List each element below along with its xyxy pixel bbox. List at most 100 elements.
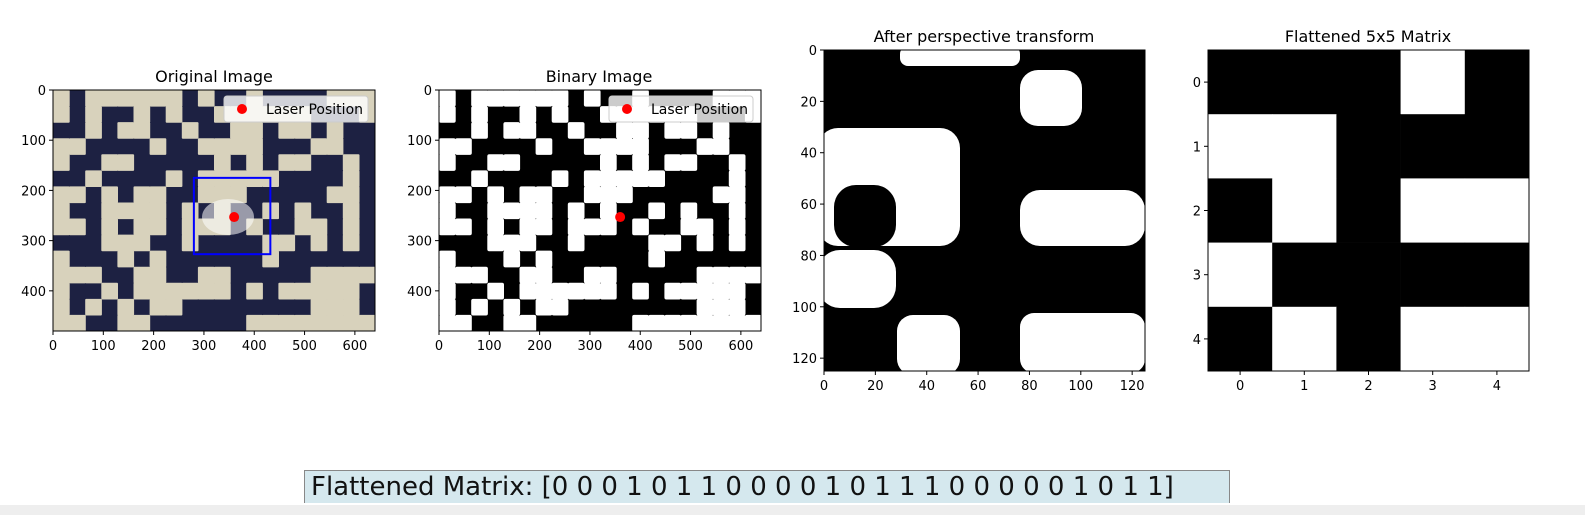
image-cell	[53, 154, 70, 171]
image-cell	[632, 138, 649, 155]
image-cell	[455, 186, 472, 204]
x-tick-label: 120	[1120, 379, 1145, 394]
image-cell	[551, 282, 569, 300]
image-cell	[583, 282, 601, 300]
y-tick-label: 0	[38, 84, 46, 99]
image-cell	[728, 170, 746, 187]
image-cell	[600, 186, 617, 204]
image-cell	[696, 138, 714, 155]
image-cell	[728, 202, 746, 220]
y-tick-label: 400	[21, 285, 46, 300]
image-cell	[503, 122, 521, 139]
blob-top-right	[1020, 70, 1082, 126]
perspective-transform-frame	[823, 49, 1146, 372]
image-cell	[487, 154, 504, 171]
image-cell	[117, 90, 135, 107]
image-cell	[310, 234, 328, 252]
image-cell	[165, 170, 183, 187]
image-cell	[680, 314, 698, 331]
y-tick-label: 100	[407, 134, 432, 149]
image-cell	[632, 170, 649, 187]
image-cell	[471, 90, 488, 107]
image-cell	[342, 282, 360, 300]
image-cell	[487, 202, 504, 220]
image-cell	[326, 314, 344, 331]
x-tick-label: 100	[477, 339, 502, 354]
y-tick-label: 1	[1193, 140, 1201, 155]
image-cell	[342, 154, 360, 171]
image-cell	[149, 282, 167, 300]
x-tick-label: 600	[342, 339, 367, 354]
legend-label: Laser Position	[266, 102, 363, 118]
image-cell	[342, 202, 360, 220]
image-cell	[310, 282, 328, 300]
image-cell	[567, 218, 585, 236]
y-tick-label: 100	[792, 301, 817, 316]
image-cell	[439, 90, 456, 107]
image-cell	[230, 186, 247, 204]
image-cell	[358, 266, 375, 284]
image-cell	[342, 186, 360, 204]
image-cell	[712, 282, 730, 300]
matrix-panel: Flattened 5x5 Matrix 0 1 2 3 4 0 1 2 3 4	[1193, 27, 1530, 394]
legend-marker	[622, 104, 632, 114]
image-cell	[680, 282, 698, 300]
blob-right-middle	[1020, 190, 1145, 246]
original-image-panel: Original Image Laser Position 0 100 200 300…	[21, 67, 376, 354]
image-cell	[439, 202, 456, 220]
image-cell	[278, 314, 296, 331]
image-cell	[439, 218, 456, 236]
image-cell	[133, 90, 151, 107]
image-cell	[616, 138, 633, 155]
image-cell	[471, 122, 488, 139]
image-cell	[664, 314, 682, 331]
image-cell	[117, 314, 135, 331]
image-cell	[583, 138, 601, 155]
image-cell	[567, 202, 585, 220]
image-cell	[567, 234, 585, 252]
image-cell	[487, 234, 504, 252]
image-cell	[326, 298, 344, 316]
matrix-cell	[1464, 50, 1530, 115]
x-tick-label: 500	[678, 339, 703, 354]
image-cell	[53, 250, 70, 268]
image-cell	[101, 202, 118, 220]
original-image	[53, 90, 375, 331]
blob-bottom-right	[1020, 313, 1145, 371]
image-cell	[149, 250, 167, 268]
image-cell	[214, 154, 231, 171]
matrix-cell	[1272, 306, 1337, 372]
image-cell	[69, 218, 86, 236]
image-cell	[310, 138, 328, 155]
image-cell	[439, 154, 456, 171]
image-cell	[294, 154, 312, 171]
image-cell	[294, 122, 312, 139]
image-cell	[117, 122, 135, 139]
image-cell	[69, 266, 86, 284]
image-cell	[214, 266, 231, 284]
y-tick-label: 4	[1193, 333, 1201, 348]
image-cell	[712, 298, 730, 316]
blob-left-hole	[834, 185, 896, 247]
image-cell	[181, 202, 199, 220]
image-cell	[583, 218, 601, 236]
image-cell	[680, 154, 698, 171]
image-cell	[342, 298, 360, 316]
image-cell	[744, 266, 761, 284]
y-tick-label: 400	[407, 285, 432, 300]
image-cell	[664, 234, 682, 252]
image-cell	[600, 266, 617, 284]
x-tick-label: 60	[970, 379, 987, 394]
legend-box	[223, 95, 369, 123]
binary-image-axes: 0 100 200 300 400 500 600 0 100 200 300 400	[407, 84, 753, 354]
image-cell	[165, 106, 183, 123]
image-cell	[487, 186, 504, 204]
image-cell	[149, 218, 167, 236]
image-cell	[519, 90, 537, 107]
image-cell	[117, 298, 135, 316]
legend-marker	[237, 104, 247, 114]
image-cell	[728, 154, 746, 171]
image-cell	[246, 138, 263, 155]
flattened-matrix-text: Flattened Matrix: [0 0 0 1 0 1 1 0 0 0 0…	[304, 470, 1230, 503]
image-cell	[117, 250, 135, 268]
